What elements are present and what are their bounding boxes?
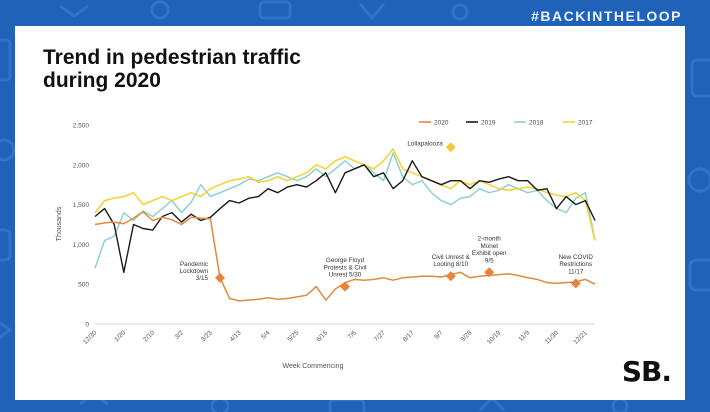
annotation-label: Civil Unrest & Looting 8/10 [432,254,471,268]
x-tick-label: 12/21 [572,329,589,346]
sb-logo: SB. [621,355,672,388]
x-axis: 12/30 1/20 2/10 3/2 3/23 4/13 5/4 5/25 6/15 7/6 7/… [82,329,589,346]
annotation-label: George Floyd Protests & Civil Unrest 5/30 [324,257,367,278]
y-tick-label: 2,000 [73,162,90,169]
series-line-2017 [94,148,596,241]
legend-label-2019: 2019 [481,119,496,126]
annotation-label: New COVID Restrictions 11/17 [559,254,594,275]
x-tick-label: 5/25 [286,329,300,343]
x-axis-label: Week Commencing [283,363,344,370]
slide-card: Trend in pedestrian traffic during 2020 … [15,26,685,400]
x-tick-label: 9/28 [460,329,474,343]
annotation-label: Pandemic Lockdown 3/15 [180,261,209,282]
series-line-2019 [94,160,596,274]
x-tick-label: 5/4 [260,329,272,341]
annotation-marker [215,272,225,283]
x-tick-label: 2/10 [142,329,156,343]
x-tick-label: 11/30 [544,329,560,345]
annotation-label: Lollapalooza [407,140,443,147]
x-tick-label: 12/30 [82,329,99,346]
y-tick-label: 500 [78,282,89,289]
x-tick-label: 6/15 [315,329,329,343]
x-tick-label: 1/20 [113,329,127,343]
x-tick-label: 8/17 [402,329,416,343]
y-axis: 0 500 1,000 1,500 2,000 2,500 [73,123,595,329]
legend-label-2018: 2018 [529,119,544,126]
annotations: Pandemic Lockdown 3/15 George Floyd Protests… [180,140,594,292]
annotation-label: 2-month Monet Exhibit open 9/5 [472,236,507,265]
x-tick-label: 7/6 [347,329,359,341]
hashtag-label: #BACKINTHELOOP [531,8,682,24]
series-line-2018 [94,152,596,269]
y-tick-label: 2,500 [73,123,90,130]
x-tick-label: 3/2 [174,329,186,341]
annotation-marker [445,271,456,282]
pedestrian-traffic-chart: 0 500 1,000 1,500 2,000 2,500 12/30 1/20 2/10 3/… [56,119,596,370]
chart-legend: 2020 2019 2018 2017 [419,119,593,126]
y-tick-label: 1,000 [73,242,90,249]
x-tick-label: 9/7 [433,329,445,341]
y-tick-label: 1,500 [73,202,90,209]
chart-title: Trend in pedestrian traffic during 2020 [43,46,301,92]
legend-label-2017: 2017 [578,119,593,126]
annotation-marker [340,281,350,292]
x-tick-label: 4/13 [229,329,243,343]
annotation-marker [484,267,495,278]
legend-label-2020: 2020 [434,119,449,126]
x-tick-label: 7/27 [373,329,387,343]
x-tick-label: 10/19 [486,329,503,346]
y-axis-label: Thousands [56,206,63,241]
y-tick-label: 0 [85,322,89,329]
x-tick-label: 3/23 [200,329,214,343]
annotation-marker [570,278,581,289]
annotation-marker [445,142,456,153]
x-tick-label: 11/9 [518,329,532,343]
